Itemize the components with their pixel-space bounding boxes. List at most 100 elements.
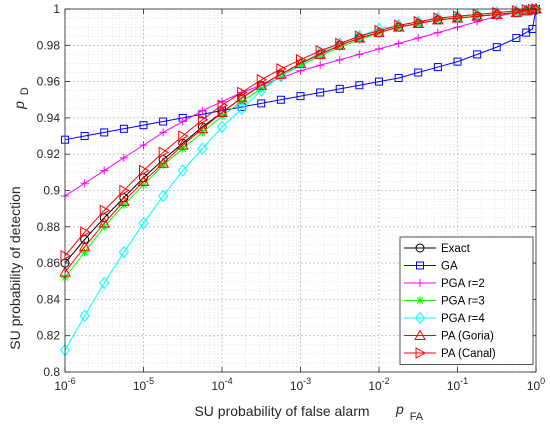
data-point <box>216 120 228 134</box>
data-point <box>139 164 150 177</box>
data-point <box>473 50 482 59</box>
data-point <box>394 19 405 32</box>
data-point <box>118 195 130 206</box>
data-point <box>375 77 383 86</box>
y-tick-label: 0.96 <box>37 75 61 89</box>
data-point <box>521 4 533 16</box>
legend-entry: PGA r=3 <box>404 296 485 308</box>
series-line <box>64 8 537 273</box>
y-tick-label: 0.8 <box>43 365 60 379</box>
legend-label: PA (Goria) <box>441 331 494 343</box>
x-tick-base: 10 <box>447 379 461 393</box>
legend-entry: PGA r=4 <box>404 311 485 325</box>
x-axis-symbol-main: p <box>395 401 404 417</box>
legend: Exact GA PGA r=2 PGA r=3 PGA r=4 PA (Goria) PA… <box>399 236 534 365</box>
axes: 10-6 10-5 10-4 10-3 10-2 10-1 1000.80.820.840.… <box>37 2 546 393</box>
data-point <box>296 92 305 101</box>
data-point <box>453 57 462 66</box>
legend-label: Exact <box>441 243 471 255</box>
data-point <box>415 347 427 359</box>
data-point <box>237 86 248 99</box>
data-point <box>197 142 208 156</box>
x-tick-label: 10-5 <box>133 376 154 393</box>
data-point <box>100 128 109 137</box>
x-tick-exponent: -5 <box>146 376 154 386</box>
x-tick-label: 10-4 <box>211 376 232 393</box>
y-tick-label: 1 <box>53 2 60 16</box>
data-point <box>235 91 248 103</box>
x-tick-base: 10 <box>527 379 541 393</box>
data-point <box>118 245 130 259</box>
data-point <box>414 311 426 325</box>
data-point <box>99 276 110 290</box>
data-point <box>236 102 247 116</box>
data-point <box>296 53 307 66</box>
legend-label: GA <box>441 261 458 273</box>
data-point <box>335 37 346 50</box>
data-point <box>373 22 385 36</box>
data-point <box>198 106 207 115</box>
y-tick-label: 0.82 <box>37 329 61 343</box>
data-point <box>416 261 424 270</box>
data-point <box>80 132 89 141</box>
data-point <box>158 189 169 203</box>
data-point <box>159 161 168 170</box>
data-point <box>416 296 424 305</box>
data-point <box>79 309 90 323</box>
x-tick-base: 10 <box>54 379 68 393</box>
y-tick-label: 0.9 <box>43 184 60 198</box>
data-point <box>196 122 209 134</box>
y-axis-symbol-sub: D <box>19 87 31 95</box>
series-line <box>64 8 537 257</box>
data-point <box>335 55 344 64</box>
data-point <box>433 12 444 24</box>
data-point <box>98 217 111 228</box>
data-point <box>100 166 109 175</box>
legend-label: PGA r=2 <box>441 278 485 290</box>
y-tick-label: 0.88 <box>37 220 61 234</box>
series-pga-r-2 <box>61 5 540 200</box>
x-tick-exponent: -4 <box>225 376 233 386</box>
data-point <box>433 63 442 72</box>
data-point <box>394 73 403 82</box>
data-point <box>316 52 325 61</box>
data-point <box>472 8 484 21</box>
data-point <box>527 3 538 16</box>
data-point <box>80 179 89 188</box>
data-point <box>159 128 168 137</box>
x-tick-base: 10 <box>368 379 382 393</box>
data-point <box>119 124 128 133</box>
x-tick-exponent: -3 <box>303 376 311 386</box>
data-point <box>354 30 366 43</box>
data-point <box>257 99 266 108</box>
data-point <box>276 95 285 104</box>
y-tick-label: 0.86 <box>37 256 61 270</box>
data-point <box>453 10 464 23</box>
data-point <box>355 81 364 90</box>
data-point <box>217 99 229 112</box>
data-point <box>414 34 423 43</box>
data-point <box>335 43 344 52</box>
x-tick-label: 10-3 <box>290 376 311 393</box>
y-axis-symbol: p D <box>11 87 31 110</box>
legend-label: PA (Canal) <box>441 348 496 360</box>
data-point <box>294 57 307 68</box>
series-pa-goria <box>59 2 542 277</box>
data-point <box>314 48 327 59</box>
data-point <box>511 4 523 17</box>
legend-entry: Exact <box>404 243 471 255</box>
data-point <box>316 88 325 97</box>
data-point <box>178 117 187 126</box>
x-tick-label: 10-6 <box>54 376 75 393</box>
data-point <box>218 97 226 106</box>
legend-entry: PA (Goria) <box>404 329 494 343</box>
legend-entry: PGA r=2 <box>404 278 485 290</box>
data-point <box>80 248 89 257</box>
data-point <box>416 279 424 287</box>
data-point <box>137 175 150 186</box>
data-point <box>414 68 423 77</box>
y-tick-label: 0.94 <box>37 111 61 125</box>
data-point <box>374 24 386 37</box>
